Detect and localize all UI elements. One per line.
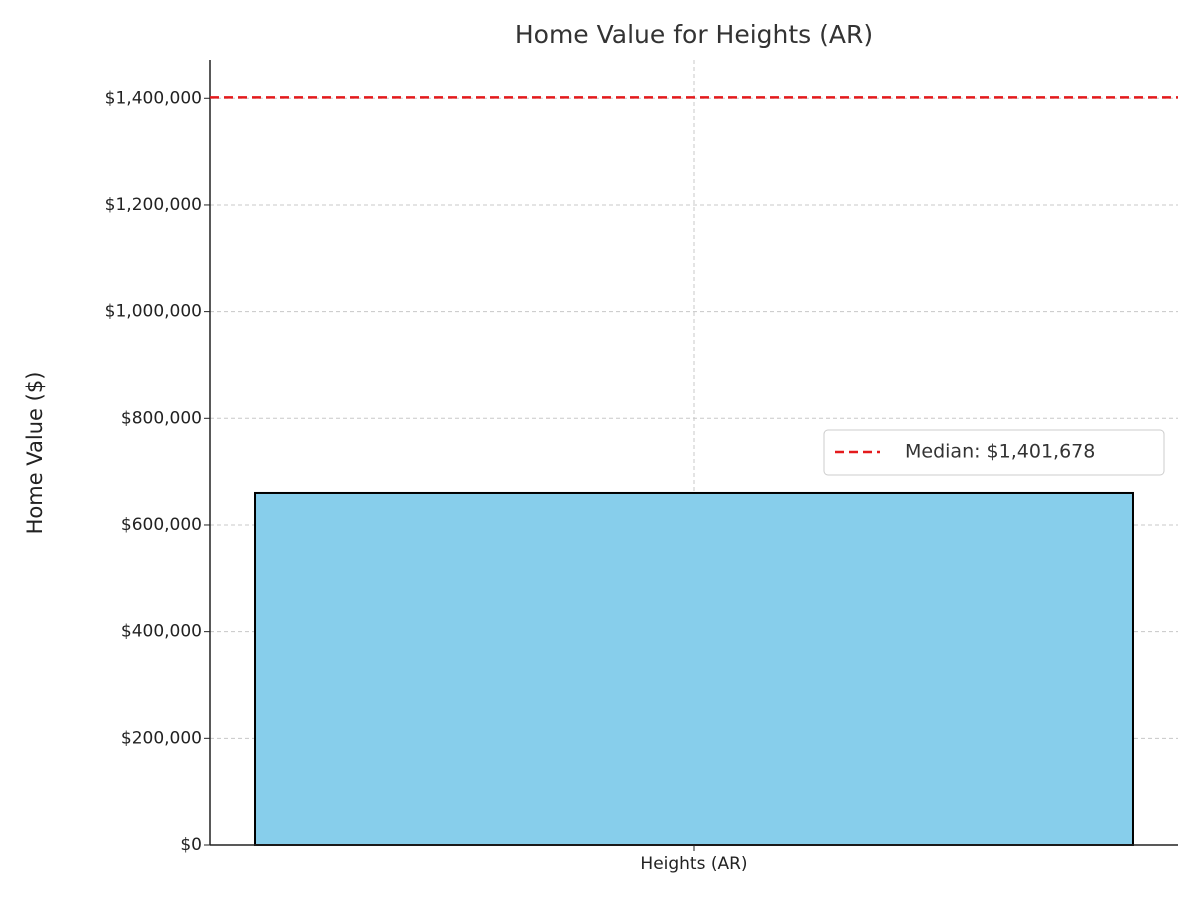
y-tick-label: $0 (180, 835, 202, 855)
y-tick-label: $1,000,000 (105, 302, 202, 322)
bar (254, 491, 1134, 846)
chart-title: Home Value for Heights (AR) (515, 20, 873, 49)
y-tick-label: $1,400,000 (105, 88, 202, 108)
x-tick-label: Heights (AR) (640, 854, 747, 874)
y-tick-label: $1,200,000 (105, 195, 202, 215)
legend-box (823, 429, 1165, 476)
y-tick-label: $400,000 (121, 622, 202, 642)
y-tick-label: $800,000 (121, 408, 202, 428)
y-axis-label: Home Value ($) (23, 372, 47, 535)
y-tick-label: $600,000 (121, 515, 202, 535)
legend-label: Median: $1,401,678 (905, 441, 1095, 463)
y-tick-label: $200,000 (121, 728, 202, 748)
